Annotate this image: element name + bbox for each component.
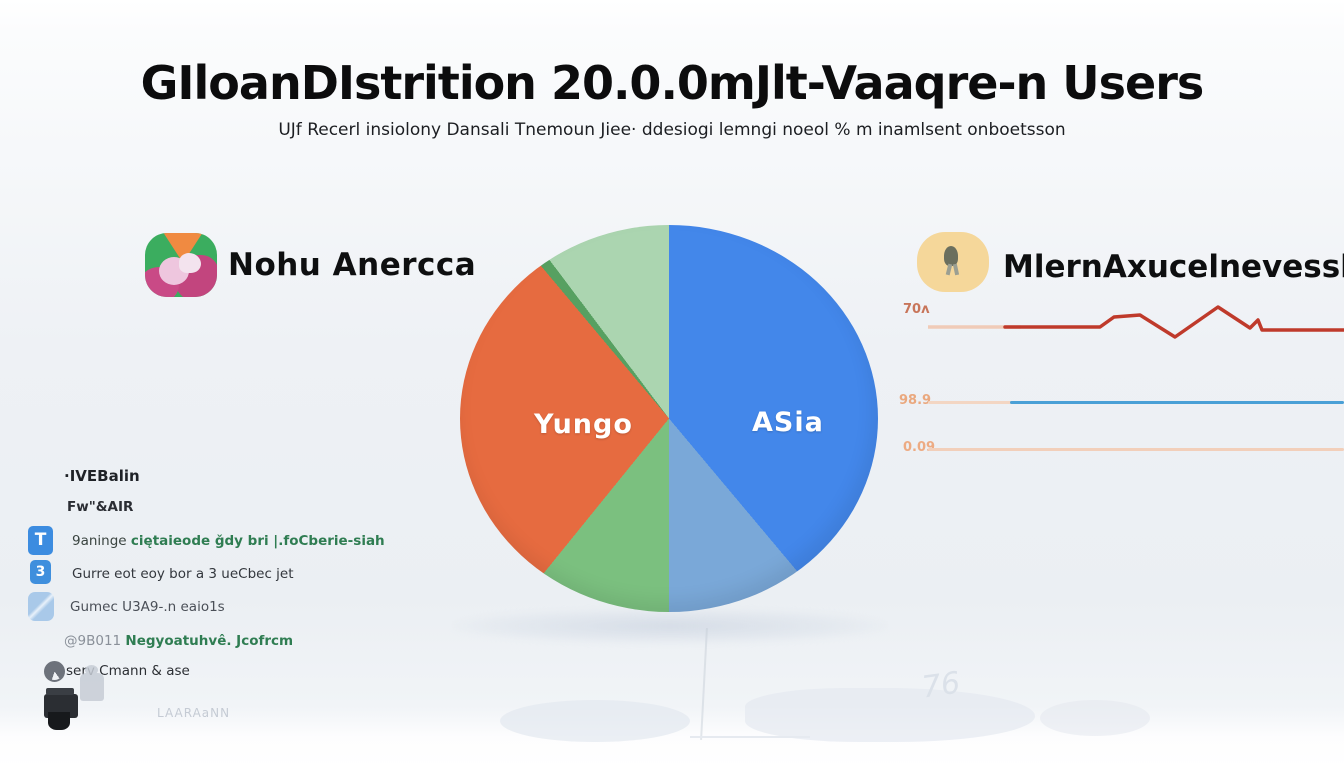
- legend-item-6-text: Negyoatuhvê. Jcofrcm: [125, 633, 294, 649]
- pie-chart: [460, 225, 878, 612]
- person-badge-icon: [917, 232, 989, 292]
- pie-slice-label-asia: ASia: [752, 407, 824, 438]
- red-line-chart: [928, 305, 1344, 339]
- blue-line-lead: [928, 401, 1014, 404]
- legend-item-3: 9aninge ciętaieode ǧdy bri |.foCberie-si…: [72, 533, 385, 549]
- legend-item-3-text: ciętaieode ǧdy bri |.foCberie-siah: [130, 533, 385, 549]
- line3-tick-label: 0.09: [903, 440, 936, 455]
- page-subtitle: UJf Recerl insiolony Dansali Tnemoun Jie…: [278, 120, 1066, 140]
- person-figure: [944, 246, 958, 266]
- globe-blob-icon: [145, 233, 217, 297]
- watermark-line: [690, 736, 810, 738]
- watermark-text: 76: [919, 665, 963, 706]
- legend-item-3-prefix: 9aninge: [72, 533, 131, 549]
- legend-subheader: Fw"&AIR: [67, 499, 134, 515]
- left-section-title: Nohu Anercca: [228, 247, 477, 283]
- camera-icon: [44, 688, 78, 730]
- line1-tick-label: 70ʌ: [903, 302, 930, 317]
- right-section-title: MlernAxucelnevessla: [1003, 249, 1344, 285]
- pie-slice-label-europe: Yungo: [534, 409, 633, 440]
- blue-hand-icon: 3: [30, 560, 51, 584]
- legend-header: ·IVEBalin: [64, 467, 140, 485]
- person-leg: [952, 263, 960, 276]
- camera-top: [46, 688, 74, 695]
- legend-item-5: Gumec U3A9-.n eaio1s: [70, 599, 225, 615]
- watermark-vertical-line: [700, 628, 708, 740]
- pie-shadow: [452, 608, 888, 644]
- line2-tick-label: 98.9: [899, 393, 932, 408]
- blue-line-chart: [1010, 401, 1344, 404]
- ghost-figure-icon: [80, 665, 104, 701]
- camera-lens: [48, 712, 70, 730]
- watermark-blob: [1040, 700, 1150, 736]
- blue-tshirt-icon: T: [28, 526, 53, 555]
- paper-plane-icon: [28, 592, 54, 621]
- page-title: GIloanDIstrition 20.0.0mJlt-Vaaqre-n Use…: [140, 56, 1205, 110]
- pen-scribble-icon: @9B011: [64, 633, 126, 649]
- watermark-blob: [500, 700, 690, 742]
- legend-item-6: @9B011 Negyoatuhvê. Jcofrcm: [64, 633, 293, 649]
- legend-item-4: Gurre eot eoy bor a 3 ueCbec jet: [72, 566, 294, 582]
- icon-white-shape: [179, 253, 201, 273]
- watermark-blob: [745, 688, 1035, 742]
- circle-badge-icon: [44, 661, 65, 682]
- legend-item-8: LAARAaNN: [157, 706, 231, 720]
- pink-line-chart: [928, 448, 1344, 451]
